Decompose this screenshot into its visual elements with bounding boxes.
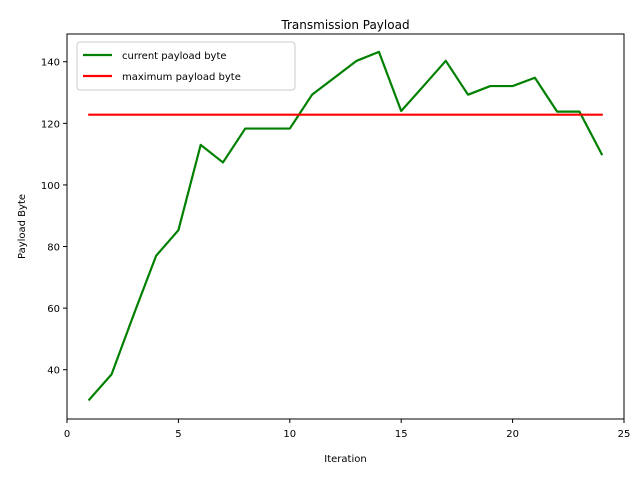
y-tick-label-3: 100 <box>41 181 60 192</box>
y-tick-label-5: 140 <box>41 58 60 69</box>
x-tick-label-3: 15 <box>395 429 408 440</box>
y-tick-label-4: 120 <box>41 119 60 130</box>
y-tick-label-2: 80 <box>47 243 60 254</box>
y-tick-label-0: 40 <box>47 366 60 377</box>
x-tick-label-1: 5 <box>175 429 181 440</box>
series-line-0 <box>87 50 604 402</box>
series-layer <box>87 50 604 402</box>
x-axis-label: Iteration <box>324 454 366 465</box>
x-tick-label-5: 25 <box>618 429 631 440</box>
plot-area <box>67 34 624 419</box>
axes-frame <box>66 33 625 420</box>
y-axis-label: Payload Byte <box>17 194 28 259</box>
legend: current payload byte maximum payload byte <box>76 41 296 91</box>
y-tick-label-1: 60 <box>47 304 60 315</box>
x-tick-label-2: 10 <box>283 429 296 440</box>
legend-label-0: current payload byte <box>122 51 227 62</box>
axes-layer: 0 5 10 15 20 25 40 60 80 100 120 140 <box>41 33 631 440</box>
legend-label-1: maximum payload byte <box>122 72 241 83</box>
x-tick-label-0: 0 <box>64 429 70 440</box>
chart-title: Transmission Payload <box>280 18 409 32</box>
legend-box <box>76 41 296 91</box>
x-tick-label-4: 20 <box>506 429 519 440</box>
